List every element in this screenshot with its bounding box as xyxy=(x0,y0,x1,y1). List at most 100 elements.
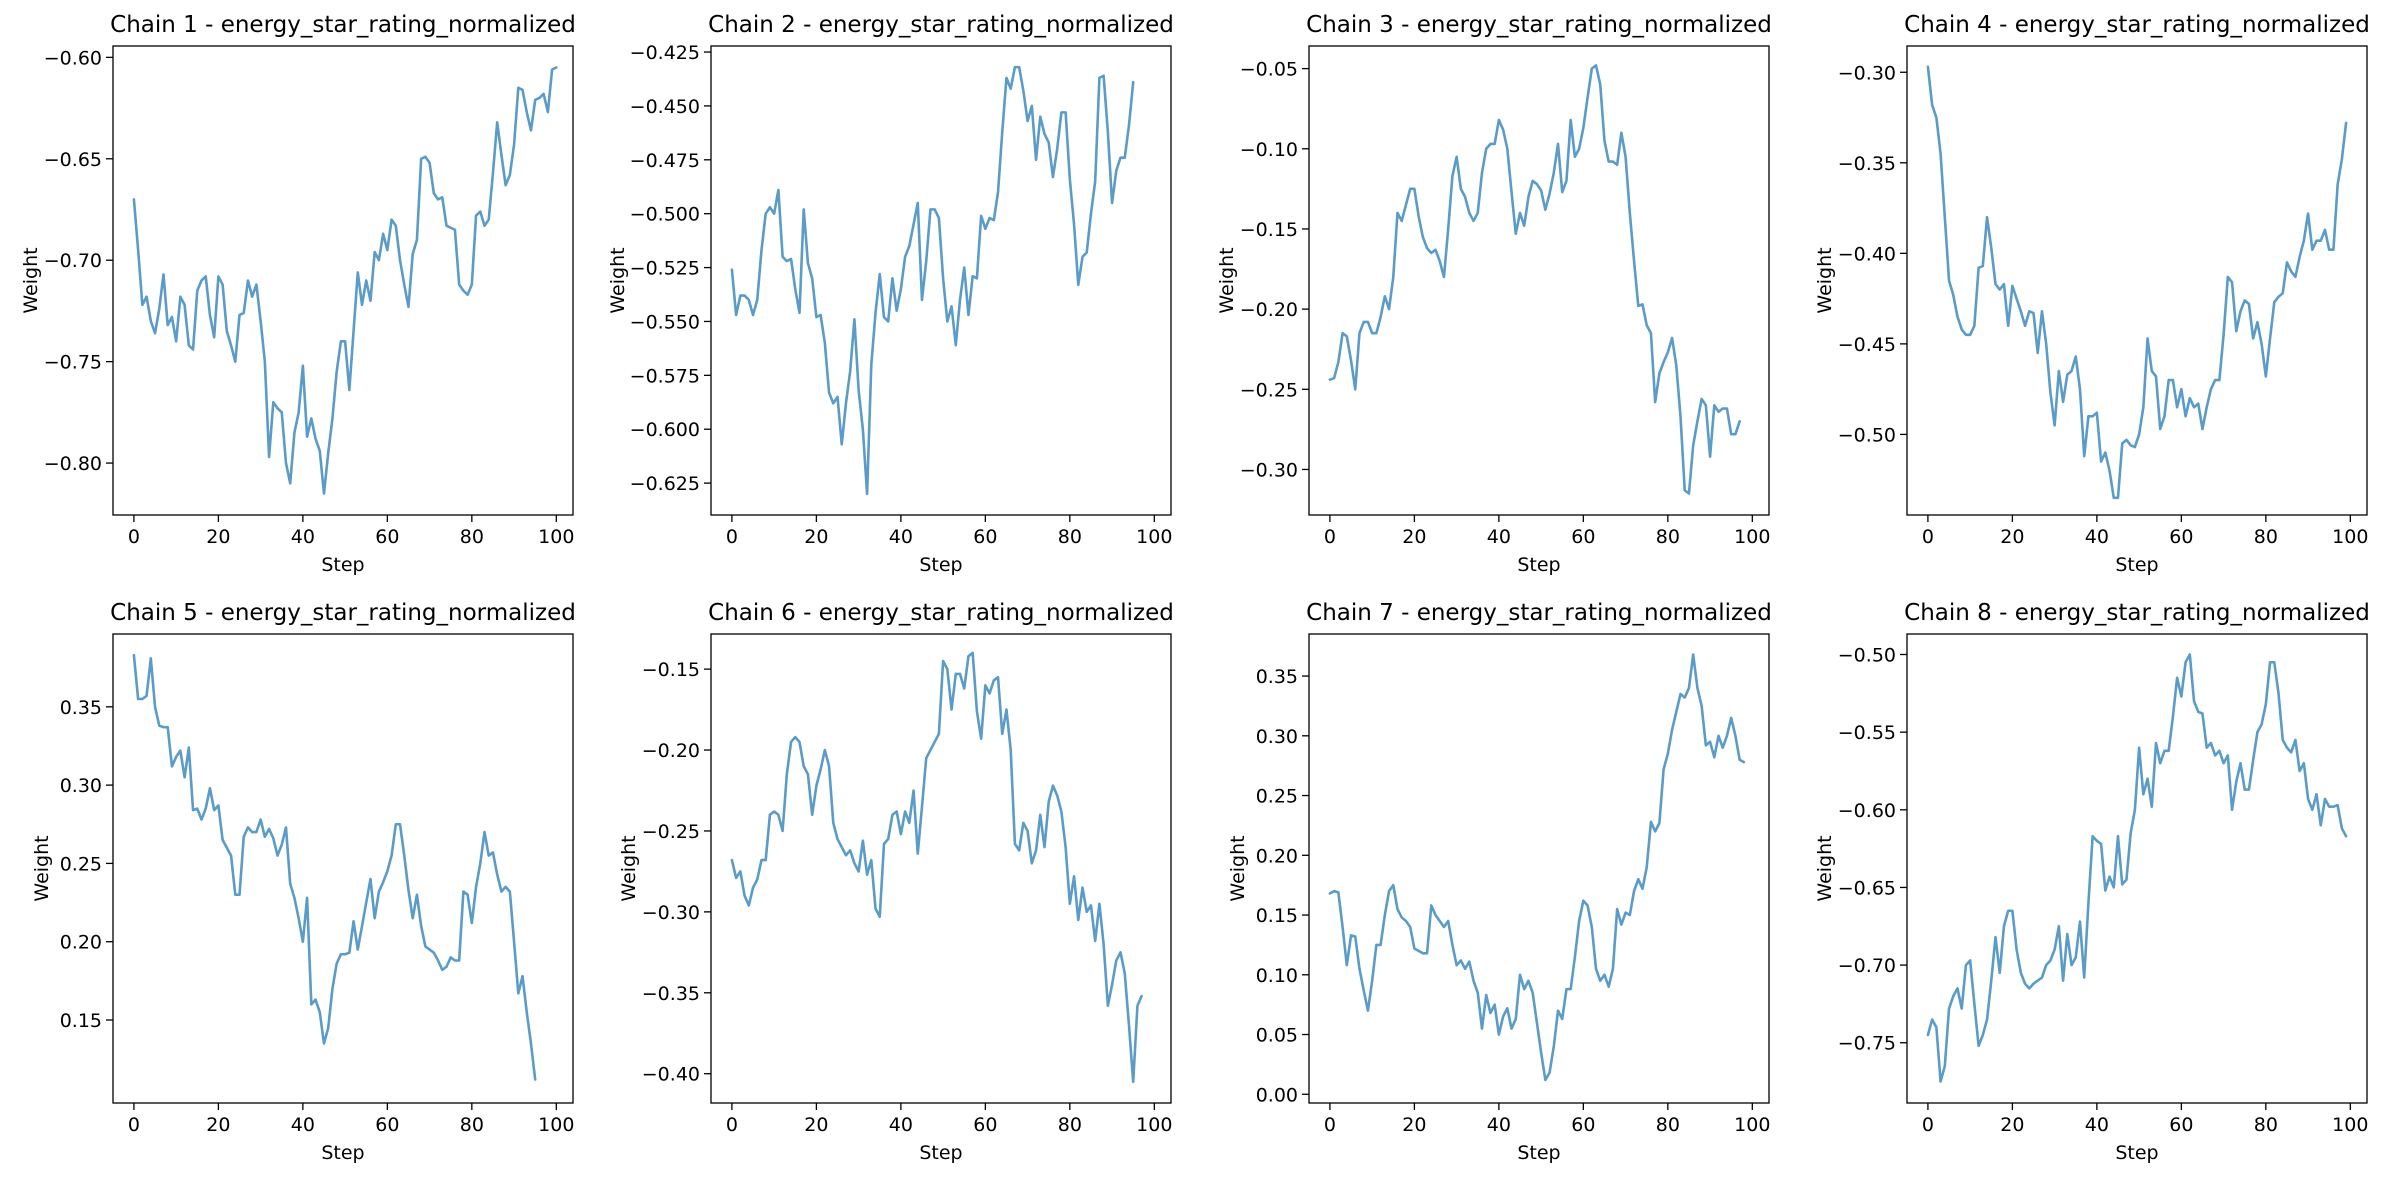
y-tick-label: −0.20 xyxy=(642,740,700,762)
axes-frame xyxy=(112,633,574,1104)
chart-panel-5: Chain 5 - energy_star_rating_normalized 0… xyxy=(31,600,576,1164)
x-tick-label: 20 xyxy=(2000,526,2024,548)
x-axis-label: Step xyxy=(2115,554,2158,576)
y-tick-label: 0.35 xyxy=(60,697,102,719)
axes-frame xyxy=(1308,45,1770,516)
y-tick-label: 0.00 xyxy=(1256,1084,1298,1106)
x-tick-label: 20 xyxy=(1402,1114,1426,1136)
axes-frame xyxy=(1906,45,2368,516)
series-line xyxy=(730,651,1143,1084)
x-tick-label: 40 xyxy=(1487,1114,1511,1136)
x-axis-label: Step xyxy=(2115,1142,2158,1164)
y-tick-label: −0.75 xyxy=(44,352,102,374)
y-axis-label: Weight xyxy=(1814,247,1836,313)
x-tick-label: 0 xyxy=(1922,526,1934,548)
y-tick-label: −0.475 xyxy=(630,150,700,172)
y-tick-label: −0.600 xyxy=(630,419,700,441)
x-tick-label: 60 xyxy=(1571,1114,1595,1136)
x-axis-label: Step xyxy=(1517,554,1560,576)
y-tick-label: −0.75 xyxy=(1838,1033,1896,1055)
y-tick-label: 0.30 xyxy=(60,775,102,797)
series-line xyxy=(1328,64,1741,495)
x-tick-label: 0 xyxy=(128,526,140,548)
y-tick-label: −0.80 xyxy=(44,453,102,475)
y-tick-label: −0.30 xyxy=(1838,62,1896,84)
y-tick-label: −0.500 xyxy=(630,204,700,226)
y-tick-label: −0.575 xyxy=(630,365,700,387)
y-axis-label: Weight xyxy=(618,835,640,901)
x-tick-label: 100 xyxy=(1136,526,1172,548)
chart-panel-3: Chain 3 - energy_star_rating_normalized 0… xyxy=(1216,12,1772,576)
axes-frame xyxy=(710,633,1172,1104)
y-tick-label: −0.50 xyxy=(1838,424,1896,446)
chart-panel-2: Chain 2 - energy_star_rating_normalized 0… xyxy=(607,12,1174,576)
axes-frame xyxy=(1906,633,2368,1104)
chart-title: Chain 6 - energy_star_rating_normalized xyxy=(708,600,1174,626)
x-tick-label: 0 xyxy=(1324,526,1336,548)
y-tick-label: −0.70 xyxy=(1838,955,1896,977)
y-tick-label: −0.25 xyxy=(642,821,700,843)
x-tick-label: 80 xyxy=(2254,1114,2278,1136)
y-axis-label: Weight xyxy=(20,247,42,313)
x-tick-label: 40 xyxy=(2085,526,2109,548)
x-tick-label: 80 xyxy=(1656,526,1680,548)
y-tick-label: 0.10 xyxy=(1256,965,1298,987)
series-line xyxy=(1926,65,2348,500)
x-tick-label: 60 xyxy=(375,526,399,548)
y-tick-label: −0.35 xyxy=(642,983,700,1005)
y-tick-label: 0.20 xyxy=(1256,845,1298,867)
chart-panel-7: Chain 7 - energy_star_rating_normalized 0… xyxy=(1227,600,1772,1164)
y-tick-label: −0.20 xyxy=(1240,299,1298,321)
x-tick-label: 60 xyxy=(2169,526,2193,548)
y-tick-label: −0.05 xyxy=(1240,59,1298,81)
y-tick-label: −0.450 xyxy=(630,96,700,118)
series-line xyxy=(1926,653,2348,1083)
x-tick-label: 20 xyxy=(206,526,230,548)
x-tick-label: 100 xyxy=(2332,1114,2368,1136)
y-tick-label: −0.30 xyxy=(1240,459,1298,481)
y-tick-label: −0.60 xyxy=(1838,800,1896,822)
x-tick-label: 80 xyxy=(460,526,484,548)
series-line xyxy=(132,653,537,1081)
y-tick-label: −0.425 xyxy=(630,42,700,64)
x-tick-label: 40 xyxy=(291,1114,315,1136)
x-tick-label: 60 xyxy=(973,526,997,548)
chart-panel-8: Chain 8 - energy_star_rating_normalized 0… xyxy=(1814,600,2370,1164)
y-tick-label: 0.25 xyxy=(60,853,102,875)
y-tick-label: −0.55 xyxy=(1838,722,1896,744)
x-tick-label: 100 xyxy=(538,526,574,548)
y-tick-label: −0.10 xyxy=(1240,139,1298,161)
x-axis-label: Step xyxy=(919,1142,962,1164)
y-tick-label: 0.25 xyxy=(1256,786,1298,808)
x-tick-label: 20 xyxy=(804,526,828,548)
y-tick-label: −0.40 xyxy=(642,1064,700,1086)
y-tick-label: −0.65 xyxy=(44,149,102,171)
x-tick-label: 60 xyxy=(2169,1114,2193,1136)
chart-panel-1: Chain 1 - energy_star_rating_normalized 0… xyxy=(20,12,576,576)
y-tick-label: −0.50 xyxy=(1838,644,1896,666)
y-tick-label: 0.20 xyxy=(60,932,102,954)
x-tick-label: 60 xyxy=(973,1114,997,1136)
x-tick-label: 40 xyxy=(889,1114,913,1136)
y-tick-label: 0.35 xyxy=(1256,666,1298,688)
x-tick-label: 0 xyxy=(128,1114,140,1136)
y-tick-label: −0.15 xyxy=(642,659,700,681)
series-line xyxy=(1328,653,1746,1082)
chart-title: Chain 2 - energy_star_rating_normalized xyxy=(708,12,1174,38)
chart-title: Chain 3 - energy_star_rating_normalized xyxy=(1306,12,1772,38)
y-tick-label: −0.625 xyxy=(630,473,700,495)
chart-title: Chain 7 - energy_star_rating_normalized xyxy=(1306,600,1772,626)
x-tick-label: 20 xyxy=(804,1114,828,1136)
y-tick-label: −0.40 xyxy=(1838,243,1896,265)
chart-title: Chain 5 - energy_star_rating_normalized xyxy=(110,600,576,626)
x-tick-label: 0 xyxy=(1324,1114,1336,1136)
x-tick-label: 40 xyxy=(291,526,315,548)
x-axis-label: Step xyxy=(321,1142,364,1164)
y-tick-label: −0.550 xyxy=(630,311,700,333)
y-tick-label: −0.70 xyxy=(44,250,102,272)
chart-title: Chain 1 - energy_star_rating_normalized xyxy=(110,12,576,38)
y-tick-label: −0.30 xyxy=(642,902,700,924)
y-tick-label: −0.525 xyxy=(630,258,700,280)
